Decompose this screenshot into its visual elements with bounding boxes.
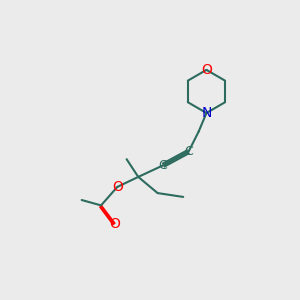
Text: N: N xyxy=(201,106,212,120)
Text: O: O xyxy=(201,63,212,77)
Text: O: O xyxy=(110,217,120,231)
Text: O: O xyxy=(112,180,123,194)
Text: C: C xyxy=(184,145,193,158)
Text: C: C xyxy=(159,159,167,172)
